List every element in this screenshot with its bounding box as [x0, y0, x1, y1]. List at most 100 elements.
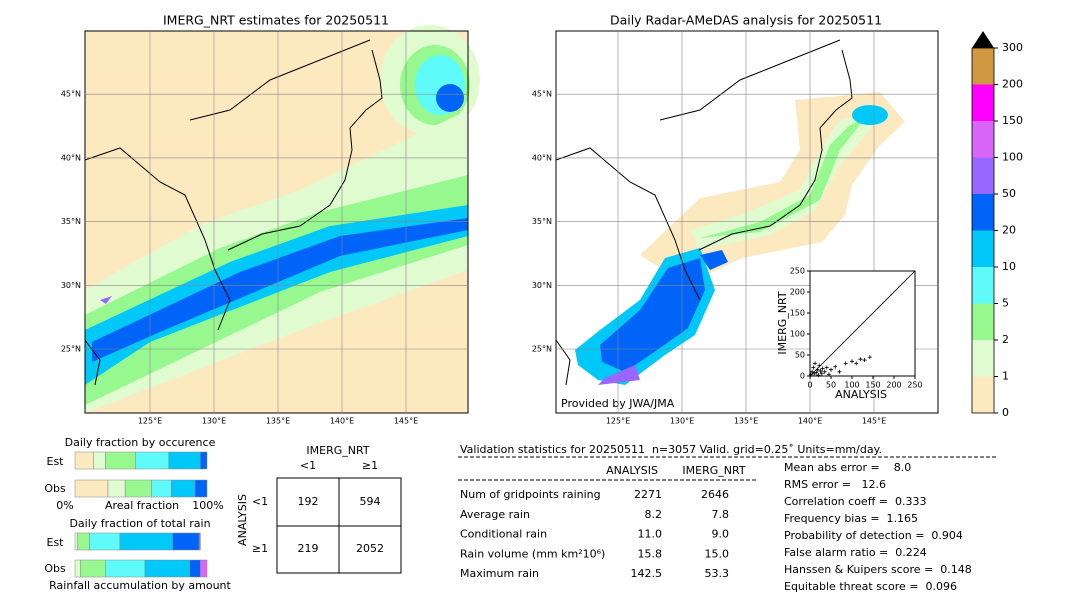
x-tick-label: 150: [865, 381, 880, 390]
row-label: Est: [47, 455, 65, 468]
fraction-segment: [74, 532, 78, 551]
col-label: ≥1: [362, 459, 378, 472]
score: Probability of detection = 0.904: [784, 529, 963, 542]
map-left: [84, 25, 480, 414]
point: [815, 367, 820, 372]
colorbar-extend: [972, 31, 994, 48]
colorbar-segment: [972, 267, 994, 304]
cell: 142.5: [631, 567, 663, 580]
cell: 219: [298, 542, 319, 555]
cell: 2052: [356, 542, 384, 555]
fraction-segment: [144, 559, 191, 578]
row-label: Est: [47, 536, 65, 549]
y-tick-label: 200: [790, 288, 805, 297]
lon-label: 145°E: [394, 417, 418, 426]
lat-label: 35°N: [61, 217, 81, 226]
lat-label: 40°N: [532, 153, 552, 162]
score: Frequency bias = 1.165: [784, 512, 918, 525]
colorbar-segment: [972, 340, 994, 377]
fraction-segment: [105, 559, 146, 578]
fraction-segment: [151, 479, 172, 498]
lon-label: 145°E: [862, 417, 886, 426]
colorbar-segment: [972, 121, 994, 158]
lat-label: 25°N: [61, 345, 81, 354]
point: [850, 359, 854, 364]
map-right: [555, 30, 939, 414]
axis-label: 0%: [56, 499, 73, 512]
colorbar-segment: [972, 194, 994, 231]
cell: 8.2: [645, 508, 663, 521]
fraction-segment: [119, 532, 173, 551]
point: [854, 361, 859, 366]
lon-label: 135°E: [266, 417, 290, 426]
x-tick-label: 50: [826, 381, 836, 390]
fraction-segment: [200, 559, 208, 578]
y-tick-label: 50: [795, 351, 805, 360]
cell: 2646: [701, 488, 729, 501]
fraction-segment: [124, 479, 152, 498]
colorbar-segment: [972, 48, 994, 85]
cell: 9.0: [712, 528, 730, 541]
score: False alarm ratio = 0.224: [784, 546, 927, 559]
point: [862, 358, 867, 363]
lon-label: 125°E: [606, 417, 630, 426]
lat-label: 40°N: [61, 153, 81, 162]
colorbar-segment: [972, 376, 994, 413]
fraction-segment: [172, 532, 200, 551]
colorbar-label: 300: [1002, 41, 1023, 54]
y-tick-label: 150: [790, 309, 805, 318]
point: [816, 373, 821, 378]
colorbar-label: 20: [1002, 224, 1016, 237]
cell: 192: [298, 495, 319, 508]
x-tick-label: 0: [807, 381, 812, 390]
cell: 7.8: [712, 508, 730, 521]
colorbar-label: 10: [1002, 260, 1016, 273]
col-label: <1: [300, 459, 316, 472]
fraction-segment: [194, 479, 208, 498]
col-header: ANALYSIS: [606, 464, 658, 477]
cell: 15.0: [705, 547, 730, 560]
fraction-segment: [74, 559, 81, 578]
colorbar-label: 100: [1002, 151, 1023, 164]
row-label: Conditional rain: [460, 528, 547, 541]
panel-title: Daily fraction of total rain: [69, 517, 210, 530]
fraction-segment: [200, 451, 208, 470]
fraction-segment: [171, 479, 196, 498]
point: [867, 355, 872, 360]
lon-label: 130°E: [670, 417, 694, 426]
point: [814, 370, 819, 375]
fraction-segment: [105, 451, 136, 470]
row-label: Obs: [44, 482, 66, 495]
scatter-xlabel: ANALYSIS: [835, 388, 887, 401]
fraction-segment: [89, 532, 121, 551]
cell: 2271: [634, 488, 662, 501]
y-tick-label: 100: [790, 330, 805, 339]
colorbar-label: 5: [1002, 297, 1009, 310]
colorbar-label: 2: [1002, 333, 1009, 346]
row-label: <1: [252, 495, 268, 508]
colorbar-label: 150: [1002, 114, 1023, 127]
lat-label: 45°N: [61, 90, 81, 99]
point: [843, 361, 848, 366]
axis-label: 100%: [192, 499, 223, 512]
score: Mean abs error = 8.0: [784, 461, 911, 474]
colorbar-segment: [972, 230, 994, 267]
row-label: Rain volume (mm km²10⁶): [460, 547, 605, 560]
point: [826, 372, 831, 377]
score: Correlation coeff = 0.333: [784, 495, 926, 508]
fraction-segment: [107, 479, 126, 498]
fraction-segment: [80, 559, 106, 578]
score: Equitable threat score = 0.096: [784, 580, 957, 593]
row-header: ANALYSIS: [236, 494, 249, 546]
panel-title: Daily fraction by occurence: [65, 436, 216, 449]
row-label: Maximum rain: [460, 567, 539, 580]
validation-title: Validation statistics for 20250511 n=305…: [460, 443, 882, 456]
point: [822, 369, 827, 374]
axis-label: Areal fraction: [105, 499, 179, 512]
cell: 11.0: [638, 528, 663, 541]
lon-label: 125°E: [138, 417, 162, 426]
colorbar-segment: [972, 157, 994, 194]
cell: 594: [360, 495, 381, 508]
point: [819, 371, 824, 376]
lat-label: 30°N: [532, 281, 552, 290]
